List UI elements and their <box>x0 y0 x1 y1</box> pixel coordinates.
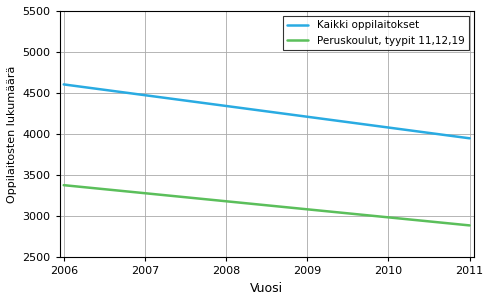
Kaikki oppilaitokset <box>302 115 308 118</box>
Peruskoulut, tyypit 11,12,19 <box>467 223 473 227</box>
Peruskoulut, tyypit 11,12,19 <box>62 184 68 187</box>
Kaikki oppilaitokset <box>429 131 435 135</box>
Kaikki oppilaitokset <box>467 137 473 140</box>
X-axis label: Vuosi: Vuosi <box>250 282 283 295</box>
Kaikki oppilaitokset <box>62 83 68 86</box>
Kaikki oppilaitokset <box>403 128 409 132</box>
Kaikki oppilaitokset <box>61 83 67 86</box>
Line: Kaikki oppilaitokset: Kaikki oppilaitokset <box>64 85 470 138</box>
Peruskoulut, tyypit 11,12,19 <box>403 217 409 221</box>
Peruskoulut, tyypit 11,12,19 <box>61 183 67 187</box>
Y-axis label: Oppilaitosten lukumäärä: Oppilaitosten lukumäärä <box>7 66 17 203</box>
Kaikki oppilaitokset <box>309 116 315 119</box>
Kaikki oppilaitokset <box>301 114 307 118</box>
Peruskoulut, tyypit 11,12,19 <box>429 220 435 223</box>
Peruskoulut, tyypit 11,12,19 <box>302 207 308 211</box>
Line: Peruskoulut, tyypit 11,12,19: Peruskoulut, tyypit 11,12,19 <box>64 185 470 225</box>
Peruskoulut, tyypit 11,12,19 <box>301 207 307 211</box>
Peruskoulut, tyypit 11,12,19 <box>309 208 315 212</box>
Legend: Kaikki oppilaitokset, Peruskoulut, tyypit 11,12,19: Kaikki oppilaitokset, Peruskoulut, tyypi… <box>283 16 468 50</box>
